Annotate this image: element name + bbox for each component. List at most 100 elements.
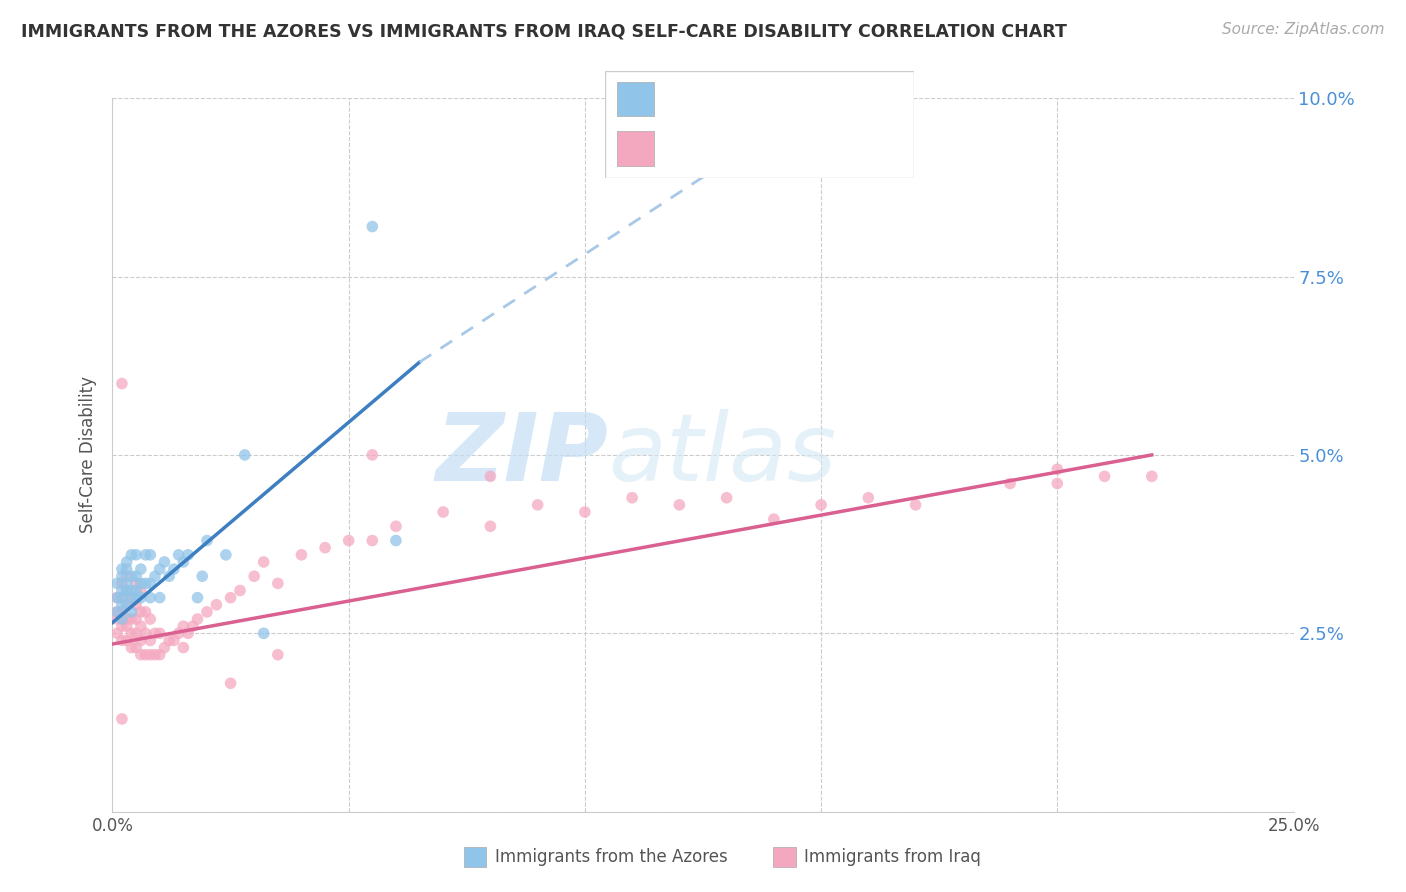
Point xyxy=(149,648,172,662)
Point xyxy=(129,562,152,576)
Point xyxy=(267,648,290,662)
Point xyxy=(135,548,157,562)
Text: IMMIGRANTS FROM THE AZORES VS IMMIGRANTS FROM IRAQ SELF-CARE DISABILITY CORRELAT: IMMIGRANTS FROM THE AZORES VS IMMIGRANTS… xyxy=(21,22,1067,40)
Bar xyxy=(617,131,654,166)
Point xyxy=(337,533,360,548)
Point xyxy=(105,605,128,619)
Point xyxy=(526,498,548,512)
Point xyxy=(157,569,180,583)
Point xyxy=(135,626,157,640)
Point xyxy=(125,591,148,605)
Point xyxy=(135,576,157,591)
Point xyxy=(129,605,152,619)
Point xyxy=(219,591,242,605)
Point xyxy=(149,626,172,640)
Text: N =: N = xyxy=(785,138,824,156)
Point xyxy=(120,583,142,598)
Point xyxy=(105,605,128,619)
Point xyxy=(129,583,152,598)
Text: Immigrants from the Azores: Immigrants from the Azores xyxy=(495,848,728,866)
Point xyxy=(115,612,138,626)
Point xyxy=(115,555,138,569)
Text: Source: ZipAtlas.com: Source: ZipAtlas.com xyxy=(1222,22,1385,37)
Text: 82: 82 xyxy=(827,138,852,156)
Point xyxy=(129,633,152,648)
Point xyxy=(129,619,152,633)
Point xyxy=(111,633,134,648)
Point xyxy=(111,598,134,612)
Point xyxy=(172,555,194,569)
Point xyxy=(129,591,152,605)
Point xyxy=(143,648,166,662)
Point xyxy=(621,491,644,505)
Point xyxy=(153,555,176,569)
Point xyxy=(125,548,148,562)
Point xyxy=(149,562,172,576)
Point xyxy=(479,469,502,483)
Point xyxy=(143,626,166,640)
Point xyxy=(115,583,138,598)
Point xyxy=(253,555,276,569)
Point xyxy=(111,569,134,583)
Point xyxy=(253,626,276,640)
Point xyxy=(1046,462,1069,476)
Text: 48: 48 xyxy=(827,90,852,108)
Point xyxy=(195,533,218,548)
Point xyxy=(105,591,128,605)
Point xyxy=(115,562,138,576)
Point xyxy=(904,498,927,512)
Point xyxy=(574,505,596,519)
Bar xyxy=(617,82,654,116)
Point xyxy=(111,591,134,605)
Point xyxy=(186,591,208,605)
Point xyxy=(120,591,142,605)
Point xyxy=(125,583,148,598)
Point xyxy=(290,548,312,562)
Text: ZIP: ZIP xyxy=(436,409,609,501)
Point xyxy=(129,576,152,591)
Point xyxy=(105,626,128,640)
Point xyxy=(111,612,134,626)
Point xyxy=(167,626,190,640)
Point xyxy=(125,598,148,612)
Point xyxy=(115,619,138,633)
Point xyxy=(120,548,142,562)
Point xyxy=(139,576,162,591)
Point xyxy=(111,712,134,726)
Point xyxy=(191,569,214,583)
Point xyxy=(177,626,200,640)
Point xyxy=(125,640,148,655)
Point xyxy=(167,548,190,562)
Point xyxy=(172,640,194,655)
Point xyxy=(163,562,186,576)
Point xyxy=(153,640,176,655)
Point xyxy=(135,648,157,662)
Point xyxy=(361,219,384,234)
Point xyxy=(858,491,880,505)
Point xyxy=(1094,469,1116,483)
Point xyxy=(267,576,290,591)
Point xyxy=(111,619,134,633)
Point xyxy=(105,591,128,605)
Point xyxy=(233,448,256,462)
Point xyxy=(120,626,142,640)
FancyBboxPatch shape xyxy=(605,71,914,178)
Point xyxy=(120,591,142,605)
Point xyxy=(361,533,384,548)
Text: atlas: atlas xyxy=(609,409,837,500)
Point xyxy=(1140,469,1163,483)
Point xyxy=(111,583,134,598)
Point xyxy=(186,612,208,626)
Point xyxy=(157,633,180,648)
Text: 0.374: 0.374 xyxy=(710,138,766,156)
Point xyxy=(177,548,200,562)
Point xyxy=(810,498,832,512)
Point xyxy=(385,519,408,533)
Point xyxy=(120,605,142,619)
Point xyxy=(115,598,138,612)
Point xyxy=(479,519,502,533)
Point xyxy=(111,562,134,576)
Point xyxy=(115,633,138,648)
Point xyxy=(143,569,166,583)
Point xyxy=(243,569,266,583)
